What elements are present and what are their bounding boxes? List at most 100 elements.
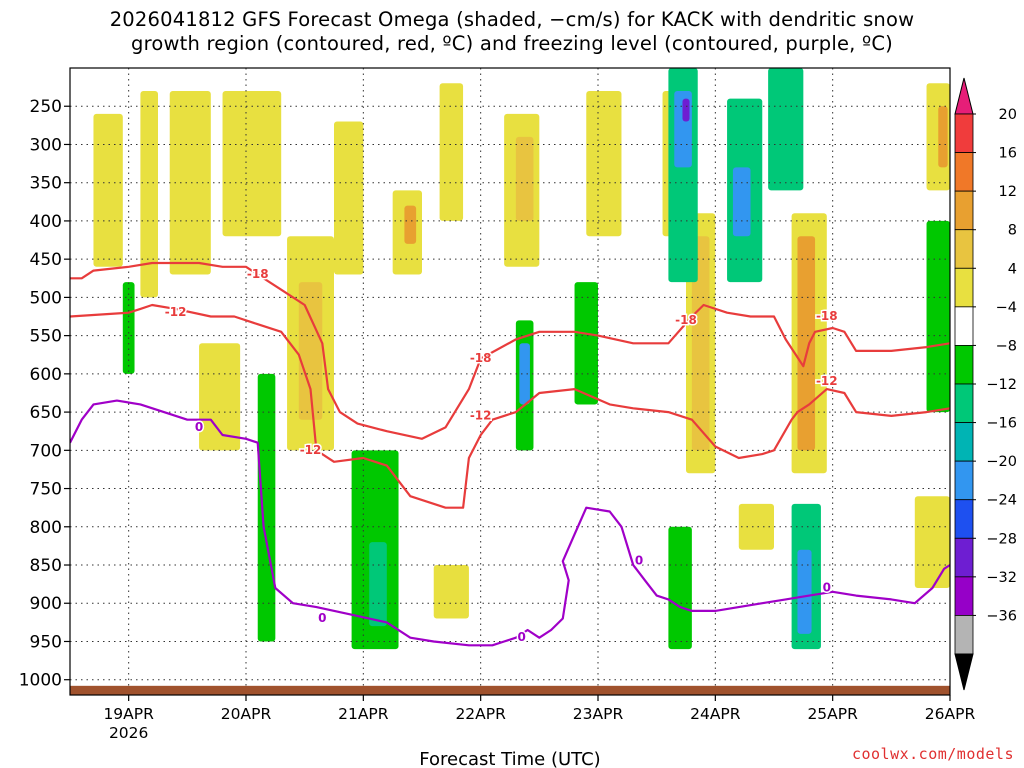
x-year-label: 2026 <box>109 724 148 742</box>
omega-cell-29 <box>574 282 598 405</box>
contour-label-9: 0 <box>318 611 326 625</box>
y-tick-label-450: 450 <box>30 250 62 270</box>
omega-cell-36 <box>668 526 692 650</box>
colorbar-box-0 <box>954 113 974 153</box>
x-tick-label-24APR: 24APR <box>690 705 741 723</box>
omega-cell-12 <box>586 90 622 237</box>
omega-cell-0 <box>93 113 123 267</box>
colorbar-box-2 <box>954 190 974 231</box>
omega-cell-19 <box>938 106 948 168</box>
colorbar-label-9: −20 <box>986 454 1017 470</box>
colorbar-label-7: −12 <box>986 377 1017 393</box>
omega-cell-6 <box>334 121 364 275</box>
omega-cell-15 <box>691 236 710 451</box>
colorbar-box-12 <box>954 576 974 616</box>
colorbar-box-10 <box>954 499 974 539</box>
ground-surface <box>70 685 950 695</box>
omega-cell-20 <box>914 496 950 588</box>
colorbar-label-5: −4 <box>996 300 1017 316</box>
y-tick-label-500: 500 <box>30 288 62 308</box>
omega-cell-5 <box>298 282 323 420</box>
contour-line--18-0 <box>70 261 950 440</box>
colorbar-label-2: 12 <box>999 184 1017 200</box>
contour-label-8: 0 <box>195 420 203 434</box>
x-tick-label-20APR: 20APR <box>221 705 272 723</box>
y-tick-label-550: 550 <box>30 327 62 347</box>
omega-cell-2 <box>169 90 211 275</box>
colorbar-box-9 <box>954 460 974 501</box>
omega-cell-38 <box>797 549 812 634</box>
colorbar-bottom-arrow <box>954 653 974 691</box>
y-tick-label-650: 650 <box>30 403 62 423</box>
colorbar-box-4 <box>954 267 974 308</box>
x-tick-label-26APR: 26APR <box>925 705 976 723</box>
y-tick-label-350: 350 <box>30 174 62 194</box>
colorbar-box-5 <box>954 306 974 346</box>
contour-line--12-1 <box>70 303 950 509</box>
contour-label-1: -12 <box>165 305 187 319</box>
x-axis-label: Forecast Time (UTC) <box>419 749 600 768</box>
colorbar-label-3: 8 <box>1008 223 1017 239</box>
colorbar-label-13: −36 <box>986 608 1017 624</box>
contour-label-2: -12 <box>300 443 322 457</box>
x-tick-label-19APR: 19APR <box>103 705 154 723</box>
omega-cell-23 <box>738 503 774 550</box>
contour-label-0: -18 <box>247 267 269 281</box>
contour-label-10: 0 <box>518 630 526 644</box>
omega-cell-8 <box>404 205 417 244</box>
y-tick-label-700: 700 <box>30 441 62 461</box>
colorbar-label-10: −24 <box>986 493 1017 509</box>
contour-label-11: 0 <box>635 554 643 568</box>
credit-text: coolwx.com/models <box>851 745 1014 763</box>
y-tick-label-600: 600 <box>30 365 62 385</box>
x-tick-label-23APR: 23APR <box>573 705 624 723</box>
colorbar-label-1: 16 <box>999 146 1017 162</box>
omega-cell-1 <box>140 90 158 298</box>
omega-cell-24 <box>257 373 276 642</box>
colorbar-box-7 <box>954 383 974 423</box>
x-tick-label-21APR: 21APR <box>338 705 389 723</box>
omega-cell-26 <box>369 542 387 627</box>
y-tick-label-300: 300 <box>30 135 62 155</box>
y-tick-label-850: 850 <box>30 556 62 576</box>
omega-cell-35 <box>768 68 804 191</box>
contour-label-5: -18 <box>675 313 697 327</box>
contour-label-6: -18 <box>816 309 838 323</box>
colorbar-label-12: −32 <box>986 570 1017 586</box>
y-tick-label-250: 250 <box>30 97 62 117</box>
omega-cell-39 <box>926 220 950 413</box>
colorbar-box-3 <box>954 229 974 269</box>
contour-label-7: -12 <box>816 374 838 388</box>
y-tick-label-1000: 1000 <box>19 671 62 691</box>
y-tick-label-800: 800 <box>30 518 62 538</box>
colorbar-label-11: −28 <box>986 531 1017 547</box>
contour-label-12: 0 <box>823 580 831 594</box>
contour-line-0-2 <box>70 399 950 647</box>
contour-label-3: -18 <box>470 351 492 365</box>
omega-cell-9 <box>439 83 464 221</box>
colorbar-label-4: 4 <box>1008 261 1017 277</box>
omega-cell-28 <box>519 343 530 405</box>
x-tick-label-25APR: 25APR <box>807 705 858 723</box>
omega-cell-3 <box>222 90 282 237</box>
omega-cell-32 <box>682 98 690 122</box>
colorbar-box-8 <box>954 422 974 462</box>
colorbar-label-8: −16 <box>986 416 1017 432</box>
colorbar-label-0: 20 <box>999 107 1017 123</box>
chart-title-line-2: growth region (contoured, red, ºC) and f… <box>131 32 893 55</box>
colorbar-box-6 <box>954 345 974 385</box>
colorbar-label-6: −8 <box>996 338 1017 354</box>
y-tick-label-400: 400 <box>30 212 62 232</box>
y-tick-label-750: 750 <box>30 480 62 500</box>
omega-cell-11 <box>515 136 534 221</box>
y-tick-label-950: 950 <box>30 632 62 652</box>
colorbar-box-13 <box>954 615 974 655</box>
y-tick-label-900: 900 <box>30 594 62 614</box>
omega-cell-21 <box>199 343 241 451</box>
colorbar-top-arrow <box>954 77 974 115</box>
colorbar-box-1 <box>954 152 974 192</box>
colorbar-box-11 <box>954 537 974 578</box>
omega-cell-34 <box>732 167 751 237</box>
contour-label-4: -12 <box>470 408 492 422</box>
